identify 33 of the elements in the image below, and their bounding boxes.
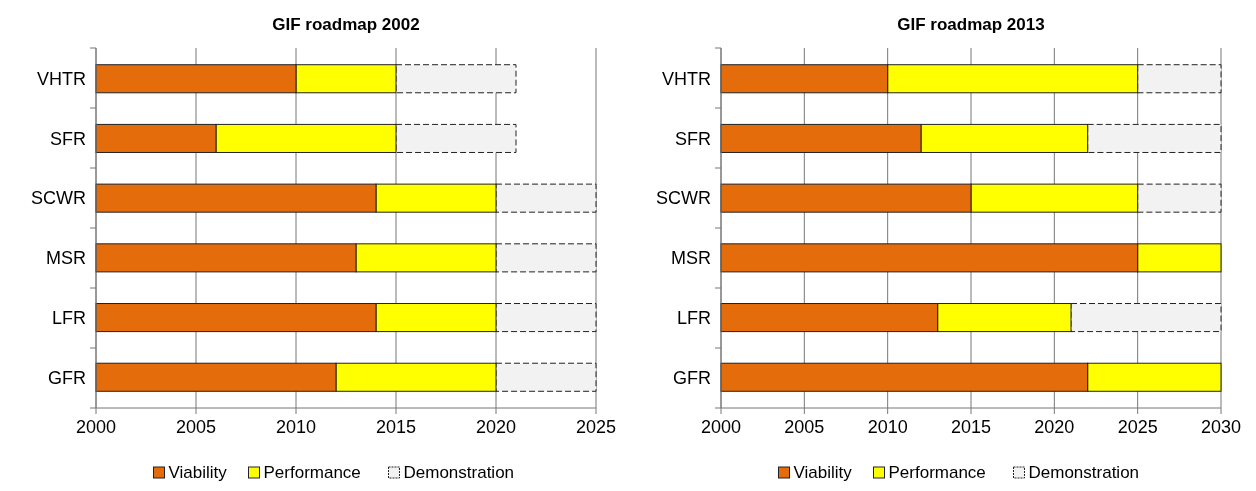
- y-tick-label: MSR: [46, 248, 86, 269]
- y-tick-label: MSR: [671, 248, 711, 269]
- legend-label: Demonstration: [403, 463, 515, 482]
- y-tick-label: GFR: [48, 367, 86, 388]
- x-tick-label: 2030: [1200, 417, 1242, 437]
- x-tick-label: 2020: [475, 417, 517, 437]
- x-tick-label: 2025: [575, 417, 617, 437]
- chart-title: GIF roadmap 2013: [897, 15, 1045, 34]
- y-tick-label: SFR: [50, 128, 86, 149]
- y-tick-label: LFR: [676, 307, 711, 328]
- x-tick-label: 2000: [75, 417, 117, 437]
- x-tick-label: 2000: [700, 417, 742, 437]
- y-tick-label: VHTR: [37, 69, 86, 90]
- legend-label: Performance: [888, 463, 986, 482]
- y-tick-label: VHTR: [662, 69, 711, 90]
- x-tick-label: 2020: [1034, 417, 1075, 437]
- y-tick-label: GFR: [673, 367, 711, 388]
- y-tick-label: SFR: [675, 128, 711, 149]
- y-tick-label: LFR: [51, 307, 86, 328]
- x-tick-label: 2015: [950, 417, 992, 437]
- x-tick-label: 2005: [784, 417, 825, 437]
- legend-label: Demonstration: [1028, 463, 1140, 482]
- chart-title: GIF roadmap 2002: [272, 15, 420, 34]
- x-tick-label: 2015: [375, 417, 417, 437]
- x-tick-label: 2010: [275, 417, 317, 437]
- x-tick-label: 2005: [175, 417, 217, 437]
- legend-label: Viability: [793, 463, 853, 482]
- legend-label: Viability: [168, 463, 228, 482]
- legend-label: Performance: [263, 463, 361, 482]
- y-tick-label: SCWR: [31, 188, 86, 209]
- x-tick-label: 2025: [1117, 417, 1158, 437]
- y-tick-label: SCWR: [656, 188, 711, 209]
- x-tick-label: 2010: [867, 417, 908, 437]
